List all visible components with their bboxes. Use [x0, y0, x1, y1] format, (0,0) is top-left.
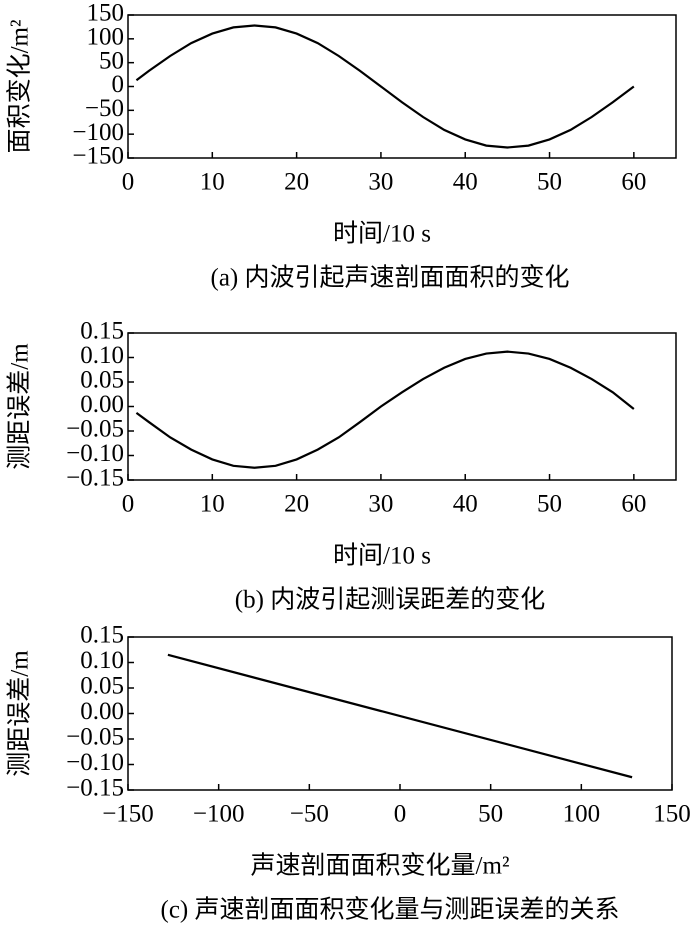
x-tick-label: −50	[290, 801, 329, 828]
plot-frame	[127, 14, 677, 159]
y-tick-label: −0.05	[66, 416, 124, 443]
y-tick-label: −50	[85, 95, 124, 122]
x-tick-label: 50	[537, 169, 562, 196]
x-axis-label: 时间/10 s	[333, 220, 431, 248]
y-tick-label: −0.10	[66, 749, 124, 776]
x-tick-label: 60	[621, 491, 646, 518]
y-tick-label: 0.15	[80, 318, 124, 345]
caption: (a) 内波引起声速剖面面积的变化	[211, 264, 570, 292]
x-tick-label: −150	[102, 801, 154, 828]
y-tick-label: −0.05	[66, 724, 124, 751]
y-tick-label: −0.15	[66, 775, 124, 802]
y-tick-label: 0.00	[80, 391, 124, 418]
y-tick-label: 0.10	[80, 342, 124, 369]
y-tick-label: 0	[112, 71, 125, 98]
x-tick-label: 30	[368, 169, 393, 196]
x-tick-label: 10	[200, 169, 225, 196]
y-tick-label: 0.15	[80, 622, 124, 649]
x-tick-label: 60	[621, 169, 646, 196]
x-tick-label: 0	[122, 491, 135, 518]
y-tick-label: 150	[87, 0, 125, 27]
y-axis-label: 测距误差/m	[6, 343, 34, 470]
x-tick-label: 50	[478, 801, 503, 828]
x-axis-label: 声速剖面面积变化量/m²	[251, 852, 510, 880]
x-tick-label: 20	[284, 491, 309, 518]
y-tick-label: 0.10	[80, 647, 124, 674]
y-axis-label: 测距误差/m	[6, 650, 34, 777]
y-tick-label: −0.15	[66, 465, 124, 492]
y-tick-label: 0.05	[80, 367, 124, 394]
y-tick-label: 100	[87, 24, 125, 51]
x-tick-label: 50	[537, 491, 562, 518]
x-tick-label: −100	[193, 801, 245, 828]
caption: (c) 声速剖面面积变化量与测距误差的关系	[161, 896, 620, 924]
y-tick-label: 50	[99, 47, 124, 74]
x-tick-label: 10	[200, 491, 225, 518]
y-tick-label: 0.00	[80, 698, 124, 725]
x-tick-label: 0	[394, 801, 407, 828]
y-tick-label: −0.10	[66, 440, 124, 467]
data-line	[135, 24, 635, 149]
caption: (b) 内波引起测误距差的变化	[235, 586, 545, 614]
x-tick-label: 40	[453, 491, 478, 518]
y-axis-label: 面积变化/m²	[6, 20, 34, 154]
x-tick-label: 30	[368, 491, 393, 518]
x-tick-label: 0	[122, 169, 135, 196]
y-tick-label: −150	[72, 143, 124, 170]
data-line	[167, 653, 633, 779]
x-axis-label: 时间/10 s	[333, 542, 431, 570]
x-tick-label: 150	[653, 801, 691, 828]
x-tick-label: 100	[563, 801, 601, 828]
y-tick-label: 0.05	[80, 673, 124, 700]
x-tick-label: 20	[284, 169, 309, 196]
data-line	[135, 350, 635, 469]
x-tick-label: 40	[453, 169, 478, 196]
y-tick-label: −100	[72, 119, 124, 146]
